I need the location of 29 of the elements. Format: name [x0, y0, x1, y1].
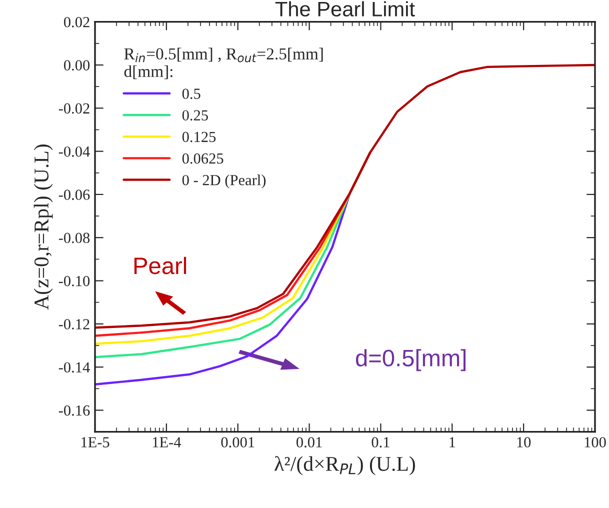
y-tick-label: -0.06	[58, 190, 90, 200]
y-tick-label: -0.16	[58, 405, 90, 416]
y-tick-label: -0.10	[58, 276, 90, 286]
legend-label: 0 - 2D (Pearl)	[182, 174, 266, 188]
legend-label: 0.0625	[182, 153, 224, 164]
x-tick-label: 10	[517, 437, 531, 448]
annotation: d=0.5[mm]	[356, 349, 466, 372]
y-axis-title: A(z=0,r=Rpl) (U.L)	[34, 144, 53, 310]
y-tick-label: -0.12	[58, 319, 90, 330]
y-tick-label: 0.02	[64, 16, 90, 28]
y-tick-label: -0.14	[58, 362, 90, 373]
legend-label: 0.5	[182, 88, 200, 99]
x-tick-label: 0.1	[372, 437, 390, 448]
y-tick-label: 0.00	[64, 60, 90, 71]
x-tick-label: 1	[450, 437, 456, 448]
legend-label: 0.25	[182, 110, 208, 121]
x-tick-label: 0.001	[221, 437, 254, 448]
annotation: Pearl	[134, 256, 186, 274]
x-axis-title: λ²/(d×R$_{PL}$) (U.L)	[274, 456, 415, 476]
text: R$_{in}$=0.5[mm] , R$_{out}$=2.5[mm] d[mm]:	[124, 48, 323, 80]
x-tick-label: 1E-4	[152, 437, 182, 448]
x-tick-label: 1E-5	[82, 437, 110, 448]
y-tick-label: -0.02	[58, 103, 90, 114]
y-tick-label: -0.08	[58, 232, 90, 244]
y-tick-label: -0.04	[58, 146, 90, 157]
chart-title: The Pearl Limit	[275, 1, 415, 16]
x-tick-label: 100	[584, 437, 606, 448]
x-tick-label: 0.01	[296, 437, 322, 448]
legend-label: 0.125	[182, 132, 216, 142]
